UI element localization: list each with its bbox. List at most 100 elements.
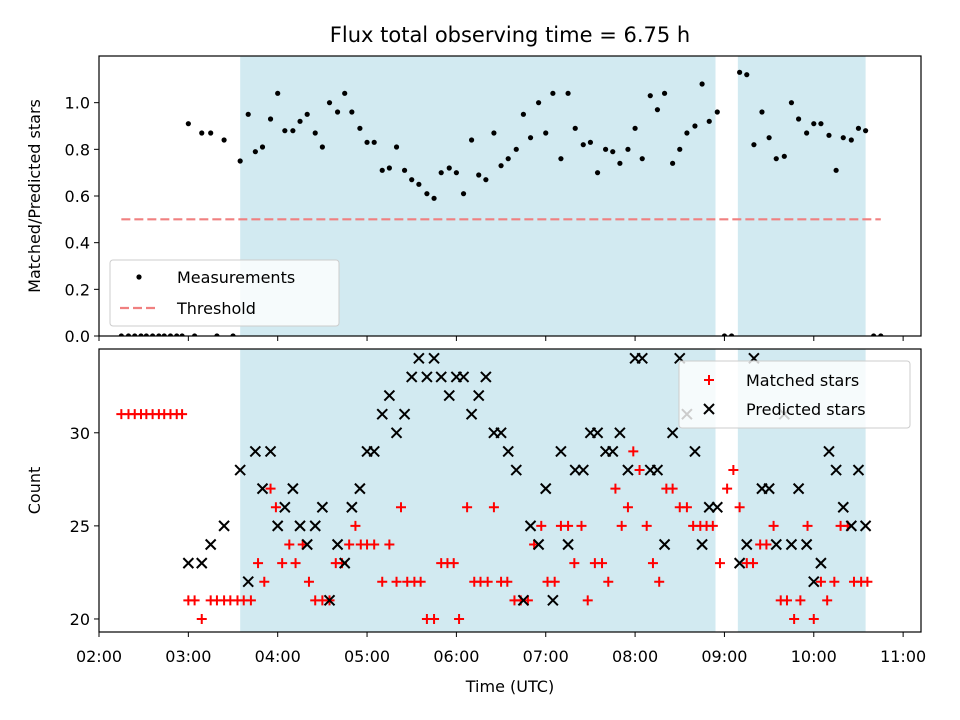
predicted-point [792,482,805,495]
measurement-point [132,333,138,336]
predicted-point [830,464,842,476]
x-tick-label: 09:00 [701,647,747,666]
measurement-point [737,69,743,75]
matched-point [728,465,739,476]
legend-label: Matched stars [746,371,859,390]
x-axis-label: Time (UTC) [465,677,554,696]
predicted-point [845,520,858,532]
measurement-point [625,146,631,152]
matched-point [369,539,380,550]
measurement-point [632,125,638,131]
measurement-point [594,170,601,176]
predicted-point [346,501,358,513]
predicted-point [204,538,217,551]
predicted-point [651,464,664,476]
measurement-point [639,156,645,162]
x-tick-label: 05:00 [344,647,390,666]
measurement-point [714,109,720,115]
matched-point [616,520,627,531]
measurement-point [138,333,144,336]
predicted-point [733,557,746,569]
measurement-point [342,90,348,96]
matched-point [462,502,473,513]
matched-point [714,558,725,569]
matched-point [829,576,840,587]
measurement-point [781,153,787,159]
matched-point [610,483,621,494]
legend-box [678,360,911,429]
predicted-point [480,371,492,383]
y-tick-label: 0.6 [65,187,90,206]
matched-point [667,483,678,494]
measurement-point [393,144,400,150]
legend-label: Threshold [176,299,256,318]
legend: Measurements Threshold [109,259,340,327]
measurement-point [334,109,341,115]
measurement-point [282,128,288,134]
predicted-point [636,352,648,365]
predicted-point [770,538,782,551]
measurement-point [871,333,877,336]
ratio-panel: 0.0 0.2 0.4 0.6 0.8 1.0 Matched/Predicted star… [25,55,922,346]
matched-point [722,483,733,494]
predicted-point [271,520,284,532]
measurement-point [245,111,251,117]
predicted-point [242,576,254,588]
measurement-point [744,72,750,78]
predicted-point [622,464,634,476]
measurement-point [267,116,274,122]
matched-point [482,576,493,587]
x-tick-label: 08:00 [612,647,658,666]
measurement-point [326,100,333,106]
measurement-point [661,90,668,96]
predicted-point [398,408,411,420]
count-panel: 20 25 30 02:00 03:00 04:00 05:00 06:00 07:00 08:0… [25,348,926,696]
matched-point [768,520,779,531]
measurement-point [208,130,214,136]
matched-point [761,539,772,550]
measurement-point [692,123,698,129]
predicted-point [696,538,708,551]
series-matched-stars [116,409,873,624]
measurement-point [424,191,430,197]
predicted-point [443,389,455,402]
predicted-point [800,538,813,551]
x-tick-label: 02:00 [76,647,122,666]
measurement-point [587,139,594,145]
x-tick-label: 03:00 [165,647,211,666]
matched-point [502,576,513,587]
matched-point [802,520,813,531]
measurement-point [795,116,802,122]
measurement-point [603,146,609,152]
measurement-point [179,333,185,336]
predicted-point [182,557,195,569]
measurement-point [863,128,869,134]
matched-point [350,520,361,531]
measurement-point [290,128,296,134]
predicted-point [859,520,872,532]
matched-point [576,520,587,531]
predicted-point [279,501,291,513]
y-axis-label: Matched/Predicted stars [25,99,44,293]
predicted-point [406,371,418,383]
predicted-point [421,371,433,383]
predicted-point [249,445,262,458]
x-tick-label: 10:00 [791,647,837,666]
matched-point [795,595,806,606]
measurement-point [349,109,355,115]
measurement-point [221,137,227,143]
observing-interval-1 [240,349,716,632]
measurement-point [431,195,437,201]
predicted-point [234,464,246,476]
matched-point [448,558,459,569]
predicted-point [309,520,321,532]
matched-point [189,595,200,606]
predicted-point [331,538,344,551]
measurement-point [199,130,205,136]
matched-point [277,558,288,569]
predicted-point [502,445,514,458]
measurement-point [684,130,690,136]
legend-marker-measurements [136,274,142,280]
predicted-point [689,445,701,458]
predicted-point [547,594,559,607]
